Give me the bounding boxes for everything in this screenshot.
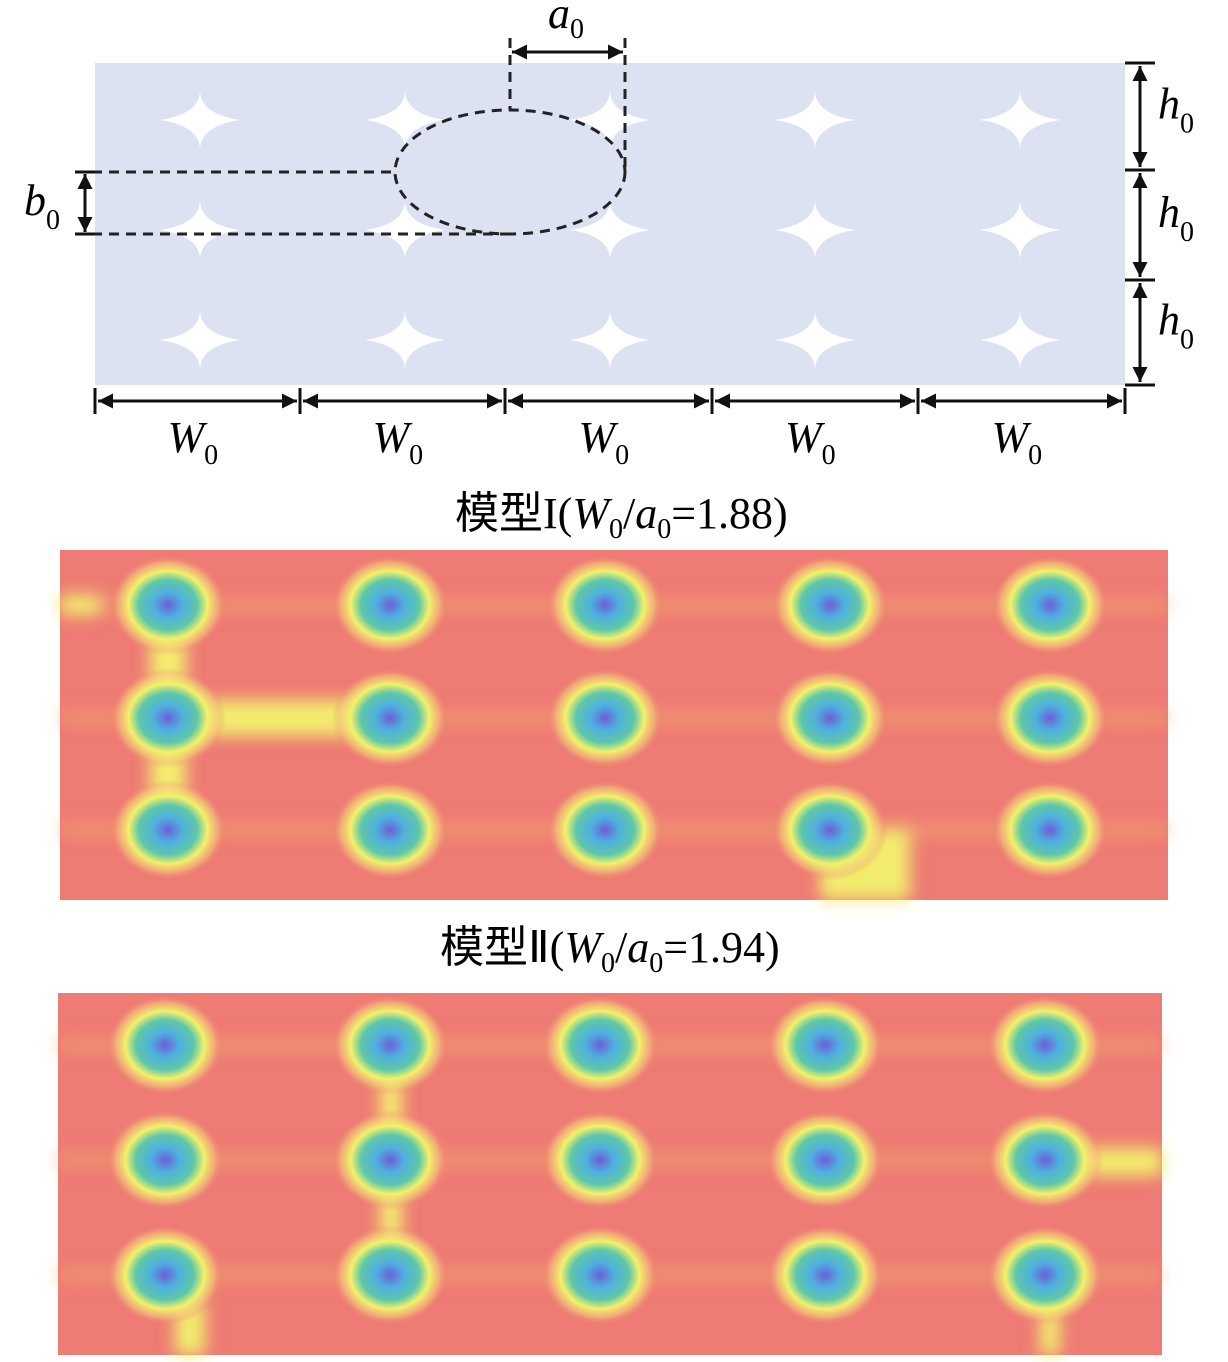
blob: [992, 780, 1108, 880]
blob: [547, 668, 663, 768]
h0-label: h0: [1158, 188, 1194, 248]
pore: [980, 310, 1060, 370]
w0-label: W0: [992, 413, 1043, 471]
blob: [767, 1110, 883, 1210]
h0-label: h0: [1158, 80, 1194, 140]
blob: [332, 995, 448, 1095]
blob: [542, 995, 658, 1095]
heatmap: [60, 550, 1168, 900]
blob: [772, 780, 888, 880]
blob: [107, 995, 223, 1095]
bridge: [60, 595, 100, 615]
a0-label: a0: [548, 0, 584, 45]
pore: [775, 200, 855, 260]
pore: [980, 90, 1060, 150]
blob: [767, 1225, 883, 1325]
w0-label: W0: [785, 413, 836, 471]
blob: [332, 668, 448, 768]
w0-label: W0: [168, 413, 219, 471]
blob: [110, 780, 226, 880]
blob: [767, 995, 883, 1095]
blob: [110, 668, 226, 768]
pore: [775, 310, 855, 370]
blob: [542, 1110, 658, 1210]
blob: [110, 555, 226, 655]
blob: [772, 555, 888, 655]
blob: [107, 1110, 223, 1210]
w0-label: W0: [579, 413, 630, 471]
pore: [980, 200, 1060, 260]
pore: [365, 200, 445, 260]
pore: [570, 200, 650, 260]
pore-array: [160, 90, 1060, 370]
heatmap: [58, 993, 1162, 1355]
w0-label: W0: [373, 413, 424, 471]
blob: [547, 780, 663, 880]
b0-label: b0: [24, 176, 60, 236]
h0-label: h0: [1158, 296, 1194, 356]
pore: [775, 90, 855, 150]
dimension-lines: [75, 44, 1155, 414]
blob: [992, 668, 1108, 768]
blob: [332, 780, 448, 880]
blob: [332, 1225, 448, 1325]
pore: [160, 200, 240, 260]
blob: [332, 1110, 448, 1210]
blob: [332, 555, 448, 655]
pore: [160, 90, 240, 150]
blob: [987, 995, 1103, 1095]
pore: [160, 310, 240, 370]
pore: [365, 90, 445, 150]
caption: 模型Ⅱ(W0/a0=1.94): [440, 923, 780, 979]
caption: 模型I(W0/a0=1.88): [455, 489, 788, 545]
pore: [570, 90, 650, 150]
blob: [987, 1110, 1103, 1210]
blob: [772, 668, 888, 768]
blob: [107, 1225, 223, 1325]
blob: [992, 555, 1108, 655]
pore: [365, 310, 445, 370]
blob: [987, 1225, 1103, 1325]
blob: [542, 1225, 658, 1325]
pore: [570, 310, 650, 370]
blob: [547, 555, 663, 655]
dashed-outline: [75, 38, 627, 236]
